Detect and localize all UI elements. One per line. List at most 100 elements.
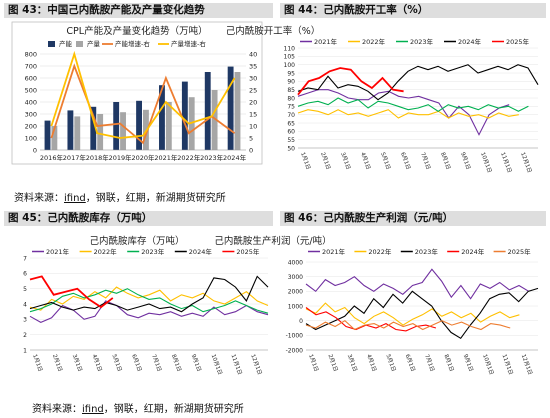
y-tick-label: 3000: [288, 274, 303, 281]
bar-产能: [181, 81, 188, 150]
legend-label: 2025年: [236, 247, 260, 256]
x-tick-label: 5月1日: [379, 151, 392, 170]
y2-tick-label: 25: [249, 87, 257, 95]
chart-p46: 己内酰胺生产利润（元/吨） -2000 -1000 0 1000 2000 3000 4000…: [214, 235, 539, 376]
y-tick-label: 5: [23, 286, 27, 293]
legend-label: 2024年: [189, 247, 213, 256]
line-产能增速-右: [50, 63, 236, 145]
bar-产量: [51, 126, 58, 150]
chart-title: 己内酰胺开工率（%）: [226, 25, 321, 37]
y-tick-label: -1000: [286, 333, 304, 340]
bar-产能: [44, 120, 51, 150]
legend-label: 产能增速-右: [115, 39, 150, 48]
x-tick-label: 3月1日: [346, 353, 359, 372]
header-fig45: 图 45：己内酰胺库存（万吨）: [4, 211, 273, 226]
legend-label: 产量增速-右: [171, 39, 206, 48]
x-tick-label: 3月1日: [71, 353, 84, 372]
x-tick-label: 9月1日: [462, 353, 475, 372]
x-tick-label: 10月1日: [481, 353, 495, 376]
y-tick-label: 300: [25, 111, 37, 119]
y2-tick-label: 10: [249, 123, 257, 131]
x-tick-label: 3月1日: [339, 151, 352, 170]
series-line-2022年: [29, 286, 269, 311]
legend-label: 2021年: [46, 247, 70, 256]
series-line-2025年: [297, 67, 404, 96]
series-line-2025年: [29, 275, 114, 309]
y-tick-label: 95: [287, 70, 295, 77]
bar-产量: [97, 114, 104, 150]
source-note-top: 资料来源：ifind，钢联，红期，新湖期货研究所: [14, 189, 226, 204]
bar-产量: [74, 116, 81, 150]
x-tick-label: 9月1日: [459, 151, 472, 170]
legend-label: 2023年: [415, 247, 439, 256]
bar-产能: [136, 100, 142, 150]
y-tick-label: 400: [25, 99, 37, 107]
source-rest: ，钢联，红期，新湖期货研究所: [85, 193, 226, 204]
source-link[interactable]: ifind: [64, 193, 86, 204]
y-tick-label: 2: [23, 332, 27, 339]
y-tick-label: 800: [25, 51, 37, 59]
y-tick-label: 6: [23, 271, 27, 278]
legend-swatch: [48, 41, 55, 47]
x-tick-label: 8月1日: [439, 151, 452, 170]
y-tick-label: 1: [23, 347, 27, 354]
x-tick-label: 2月1日: [319, 151, 332, 170]
x-tick-label: 2017年: [63, 153, 87, 162]
x-tick-label: 2020年: [131, 153, 155, 162]
y-tick-label: 105: [284, 54, 296, 61]
y2-tick-label: 30: [249, 75, 257, 83]
bar-产能: [159, 85, 165, 150]
x-tick-label: 4月1日: [91, 353, 104, 372]
bar-产能: [90, 106, 97, 150]
chart-title: CPL产能及产量变化趋势（万吨）: [66, 25, 207, 37]
y-tick-label: 55: [287, 137, 295, 144]
source-rest: ，钢联，红期，新湖期货研究所: [103, 404, 244, 415]
y-tick-label: 60: [287, 129, 295, 136]
header-fig43: 图 43：中国己内酰胺产能及产量变化趋势: [4, 3, 273, 18]
y2-tick-label: 15: [249, 111, 257, 119]
x-tick-label: 7月1日: [419, 151, 432, 170]
chart-p45: 己内酰胺库存（万吨） 1 2 3 4 5 6 7 1月1日 2月1日 3月1日 4月1日 5月1日 6月1…: [23, 235, 269, 376]
y-tick-label: 50: [287, 145, 295, 152]
y-tick-label: 1000: [288, 303, 303, 310]
y-tick-label: 75: [287, 104, 295, 111]
y-tick-label: 70: [287, 112, 295, 119]
chart-title: 己内酰胺库存（万吨）: [89, 235, 184, 247]
x-tick-label: 2月1日: [51, 353, 64, 372]
chart-p44: 己内酰胺开工率（%）505560657075808590951001051101…: [226, 25, 539, 174]
y-tick-label: 2000: [288, 289, 303, 296]
source-note-bottom: 资料来源：ifind，钢联，红期，新湖期货研究所: [32, 400, 244, 415]
x-tick-label: 11月1日: [500, 353, 514, 376]
legend-label: 2021年: [314, 37, 338, 46]
x-tick-label: 1月1日: [307, 353, 320, 372]
x-tick-label: 10月1日: [210, 353, 224, 376]
y-tick-label: 3: [23, 317, 27, 324]
x-tick-label: 7月1日: [150, 353, 163, 372]
series-line-2023年: [305, 287, 539, 340]
y-tick-label: 0: [33, 147, 37, 155]
x-tick-label: 8月1日: [170, 353, 183, 372]
x-tick-label: 1月1日: [299, 151, 312, 170]
x-tick-label: 7月1日: [423, 353, 436, 372]
y-tick-label: 700: [25, 63, 37, 71]
x-tick-label: 11月1日: [499, 151, 513, 174]
legend-swatch: [76, 41, 83, 47]
series-line-2021年: [297, 89, 510, 136]
x-tick-label: 9月1日: [190, 353, 203, 372]
legend-label: 2022年: [368, 247, 392, 256]
bar-产量: [234, 72, 241, 150]
x-tick-label: 12月1日: [249, 353, 263, 376]
source-prefix: 资料来源：: [32, 404, 82, 415]
y-tick-label: 500: [25, 87, 37, 95]
y-tick-label: 80: [287, 95, 295, 102]
series-line-2022年: [305, 302, 520, 326]
bar-产量: [120, 112, 126, 150]
x-tick-label: 2016年: [40, 153, 64, 162]
bar-产能: [204, 72, 211, 150]
x-tick-label: 5月1日: [110, 353, 123, 372]
bar-产量: [211, 90, 218, 150]
x-tick-label: 11月1日: [229, 353, 243, 376]
source-link[interactable]: ifind: [82, 404, 104, 415]
x-tick-label: 2018年: [86, 153, 110, 162]
